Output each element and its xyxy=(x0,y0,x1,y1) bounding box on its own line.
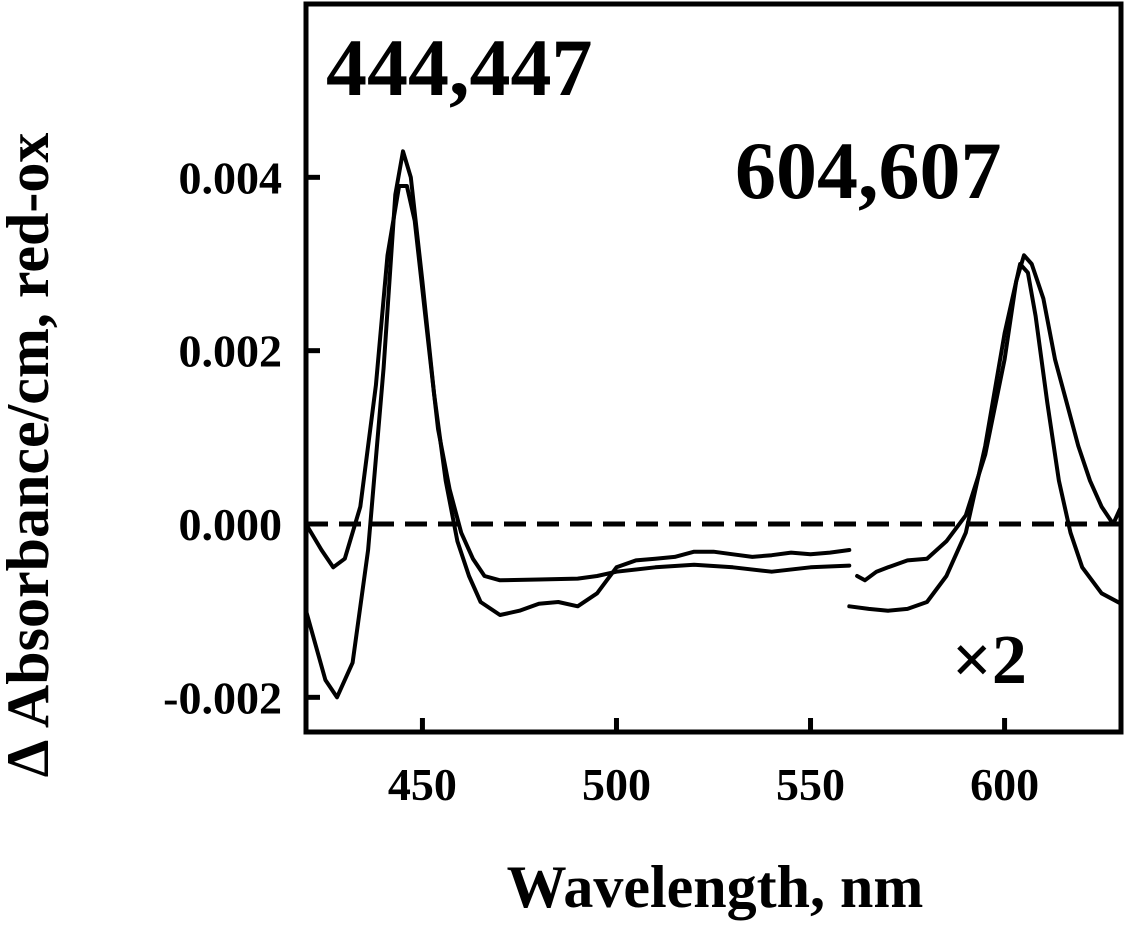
scale-factor-annotation: ×2 xyxy=(952,622,1027,699)
series-2-segment-2 xyxy=(855,253,1123,583)
x-axis-title: Wavelength, nm xyxy=(507,854,924,920)
plot-frame xyxy=(303,1,1124,735)
y-tick-label: -0.002 xyxy=(163,672,282,723)
series-1-segment-2 xyxy=(847,262,1123,613)
series-1-segment-1 xyxy=(304,149,852,700)
y-tick-label: 0.004 xyxy=(179,152,283,203)
x-tick-label: 500 xyxy=(582,759,651,810)
y-tick-label: 0.002 xyxy=(179,326,283,377)
x-tick-label: 550 xyxy=(776,759,845,810)
series-layer xyxy=(304,149,1123,700)
x-tick-label: 450 xyxy=(388,759,457,810)
x-tick-label: 600 xyxy=(970,759,1039,810)
series-2-segment-1 xyxy=(304,184,852,583)
x-axis-ticks: 450 500 550 600 xyxy=(388,718,1039,810)
peak-annotation-alpha: 604,607 xyxy=(735,125,1002,216)
y-axis-ticks: -0.002 0.000 0.002 0.004 xyxy=(163,152,320,723)
y-tick-label: 0.000 xyxy=(179,499,283,550)
peak-annotation-soret: 444,447 xyxy=(326,22,593,113)
y-axis-title: Δ Absorbance/cm, red-ox xyxy=(0,133,61,778)
